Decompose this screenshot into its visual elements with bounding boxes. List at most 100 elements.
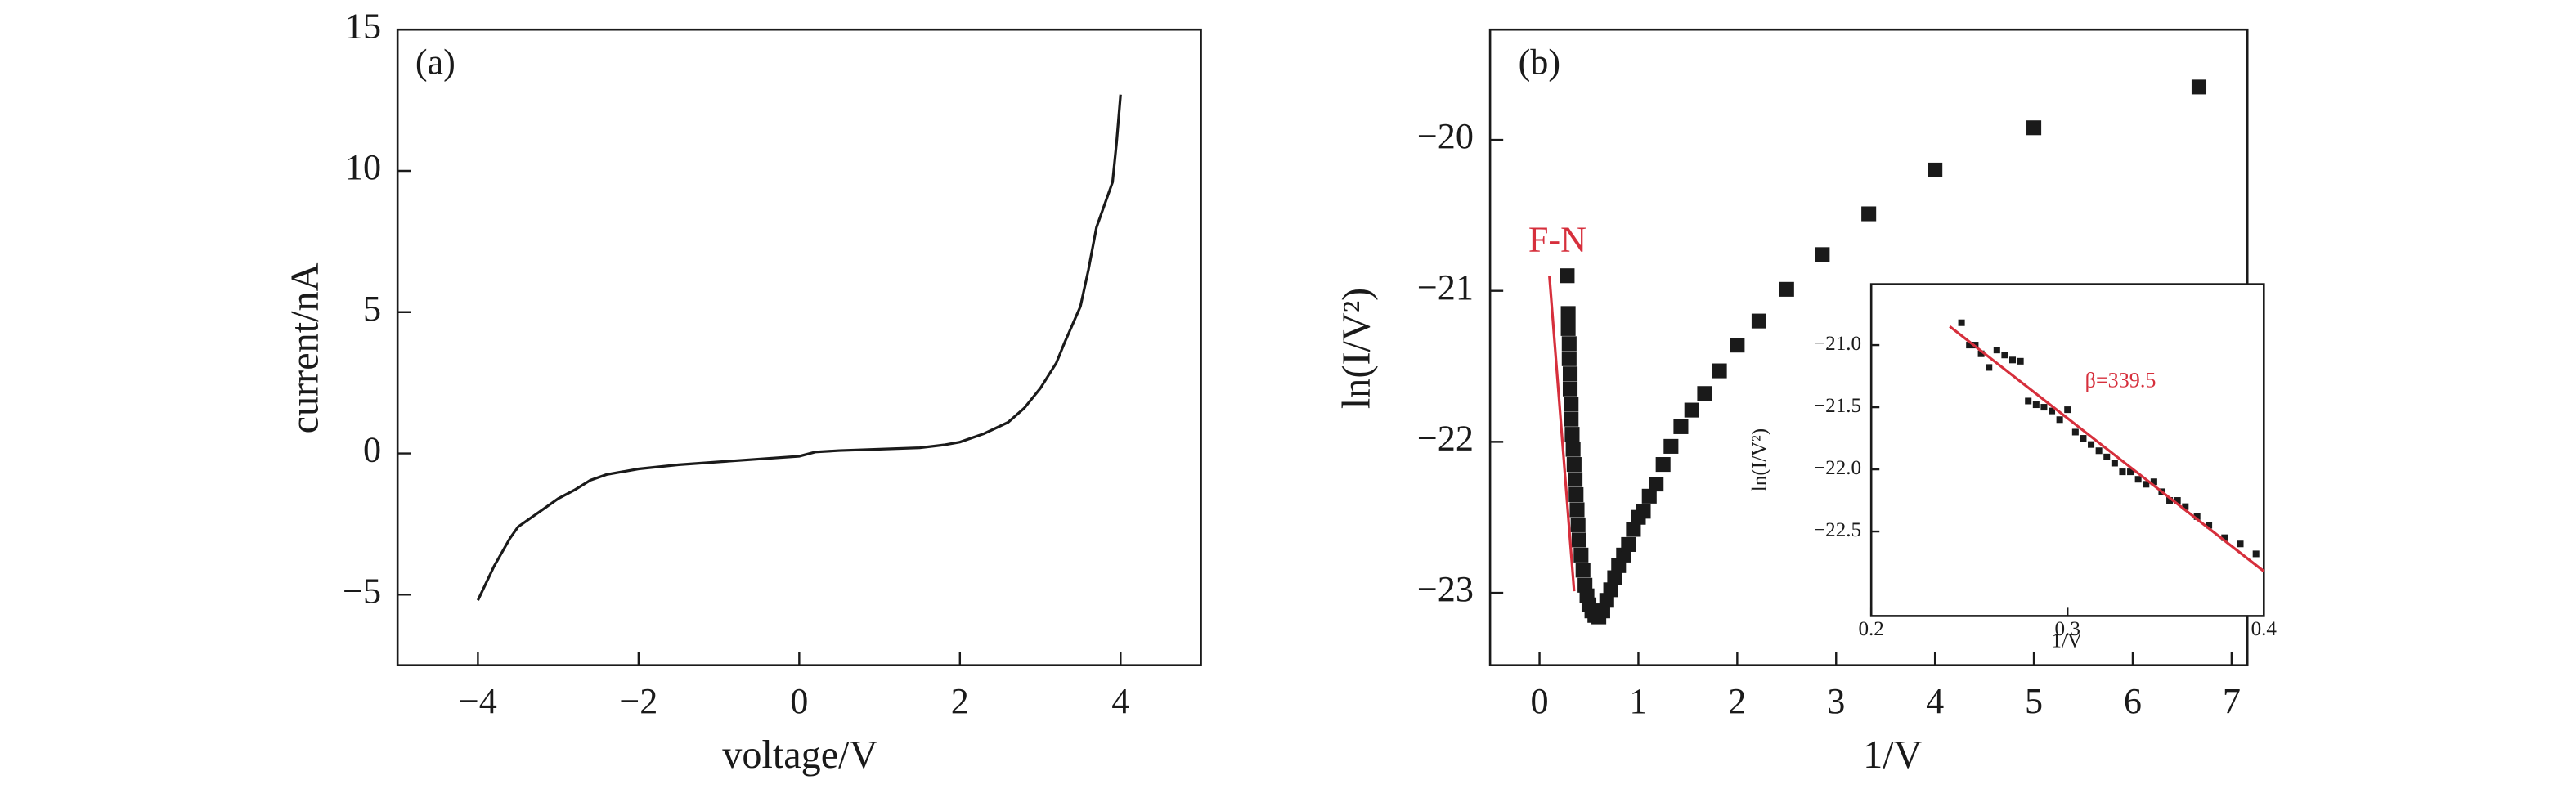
data-point (1712, 363, 1727, 379)
x-axis-label: 1/V (1863, 733, 1922, 777)
data-point (2111, 460, 2118, 467)
x-tick-label: −2 (619, 681, 657, 721)
data-point (2088, 441, 2095, 448)
data-point (2025, 397, 2032, 405)
data-point (1560, 306, 1576, 321)
data-point (2182, 503, 2189, 510)
data-point (1673, 419, 1689, 434)
plot-frame (1869, 283, 2265, 617)
data-point (1603, 582, 1618, 598)
data-point (1560, 268, 1575, 284)
x-tick-label: 0 (1531, 681, 1549, 721)
data-point (2001, 352, 2008, 359)
data-point (1684, 402, 1699, 418)
y-tick-label: −22 (1417, 419, 1474, 459)
x-tick-label: −4 (459, 681, 497, 721)
data-point (2127, 468, 2134, 476)
x-tick-label: 4 (1111, 681, 1129, 721)
data-point (1861, 206, 1877, 222)
data-point (2032, 401, 2040, 409)
data-point (2056, 416, 2063, 424)
data-point (1815, 247, 1830, 262)
data-point (2237, 540, 2244, 548)
x-tick-label: 0.4 (2251, 618, 2278, 640)
data-point (1562, 381, 1578, 397)
data-point (1958, 319, 1965, 326)
y-axis-label: current/nA (284, 262, 327, 433)
y-tick-label: −21 (1417, 267, 1474, 307)
y-axis-label: ln(I/V²) (1748, 428, 1770, 491)
panel-label: (a) (415, 43, 456, 83)
data-point (2221, 534, 2228, 541)
data-point (1636, 504, 1651, 519)
annotation: β=339.5 (2085, 369, 2156, 392)
y-tick-label: 5 (363, 289, 381, 329)
data-point (2191, 79, 2207, 95)
x-tick-label: 6 (2124, 681, 2142, 721)
x-tick-label: 3 (1827, 681, 1845, 721)
data-point (2103, 453, 2111, 460)
x-tick-label: 2 (1728, 681, 1746, 721)
data-point (1571, 532, 1586, 548)
data-point (2080, 435, 2087, 442)
y-tick-label: −22.0 (1814, 457, 1861, 479)
data-point (2071, 428, 2079, 436)
y-tick-label: −21.5 (1814, 395, 1861, 417)
x-tick-label: 7 (2223, 681, 2241, 721)
y-tick-label: 10 (345, 147, 381, 187)
data-point (1779, 281, 1794, 297)
plot-frame (396, 28, 1202, 666)
y-tick-label: −5 (343, 571, 381, 611)
panel-label: (b) (1519, 43, 1561, 83)
fit-line (1949, 325, 2265, 572)
data-point (1993, 347, 2000, 354)
data-point (2119, 468, 2126, 476)
data-point (2206, 522, 2213, 529)
data-point (2166, 497, 2174, 504)
x-tick-label: 5 (2025, 681, 2043, 721)
data-point (2193, 513, 2201, 520)
x-tick-label: 1 (1629, 681, 1647, 721)
data-point (1663, 438, 1679, 454)
data-point (1570, 517, 1586, 532)
data-point (2017, 357, 2024, 365)
data-point (1564, 411, 1579, 427)
x-tick-label: 0 (790, 681, 808, 721)
x-tick-label: 0.2 (1858, 618, 1883, 640)
y-tick-label: −20 (1417, 116, 1474, 156)
data-point (1562, 366, 1578, 382)
data-point (2049, 407, 2056, 415)
data-point (1565, 442, 1581, 457)
y-axis-label: ln(I/V²) (1335, 288, 1378, 409)
y-tick-label: −21.0 (1814, 333, 1861, 355)
data-point (1697, 386, 1712, 401)
data-point (1568, 486, 1584, 503)
x-axis-label: voltage/V (722, 733, 877, 777)
iv-curve (476, 94, 1122, 601)
data-point (1561, 351, 1577, 366)
data-point (1560, 321, 1576, 336)
x-tick-label: 2 (951, 681, 969, 721)
data-point (1626, 522, 1641, 537)
x-tick-label: 0.3 (2055, 618, 2080, 640)
y-tick-label: −23 (1417, 569, 1474, 609)
data-point (2095, 447, 2103, 455)
data-point (1607, 570, 1622, 585)
data-point (2252, 550, 2260, 558)
y-tick-label: −22.5 (1814, 519, 1861, 541)
data-point (2026, 120, 2042, 136)
data-point (1928, 162, 1943, 177)
data-point (1564, 397, 1579, 412)
data-point (1575, 563, 1591, 578)
y-tick-label: 15 (345, 6, 381, 46)
annotation: F-N (1528, 220, 1586, 260)
data-point (1568, 472, 1583, 487)
x-axis-label: 1/V (2051, 630, 2082, 652)
data-point (1751, 313, 1766, 329)
data-point (2134, 476, 2142, 483)
data-point (1986, 364, 1993, 371)
data-point (2040, 404, 2048, 411)
data-point (1655, 457, 1671, 473)
data-point (2143, 481, 2150, 488)
